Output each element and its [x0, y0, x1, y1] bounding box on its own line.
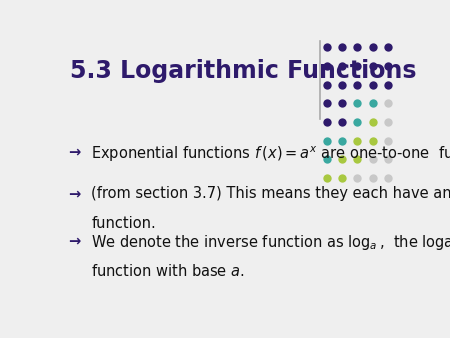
- Text: Exponential functions $f\,(x) = a^x$ are one-to-one  functions.: Exponential functions $f\,(x) = a^x$ are…: [91, 145, 450, 164]
- Text: function.: function.: [91, 216, 156, 231]
- Text: →: →: [68, 186, 81, 201]
- Text: We denote the inverse function as $\log_a$,  the logarithmic: We denote the inverse function as $\log_…: [91, 233, 450, 252]
- Text: 5.3 Logarithmic Functions: 5.3 Logarithmic Functions: [70, 59, 417, 83]
- Text: function with base $a$.: function with base $a$.: [91, 263, 245, 279]
- Text: (from section 3.7) This means they each have an inverse: (from section 3.7) This means they each …: [91, 186, 450, 201]
- Text: →: →: [68, 145, 81, 160]
- Text: →: →: [68, 233, 81, 248]
